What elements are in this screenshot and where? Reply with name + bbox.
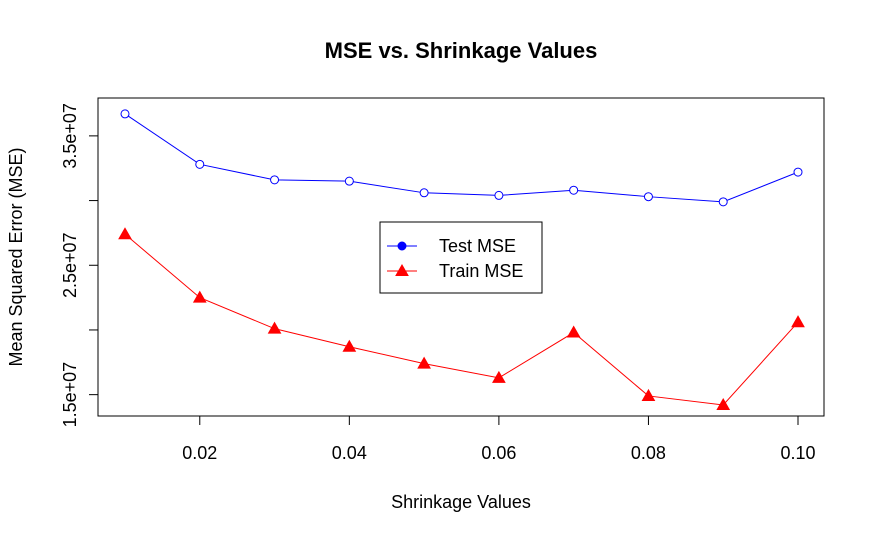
y-tick-label: 1.5e+07 <box>60 362 80 428</box>
y-tick-label: 2.5e+07 <box>60 232 80 298</box>
x-axis: 0.02 0.04 0.06 0.08 0.10 <box>182 415 816 463</box>
data-point-test-mse <box>270 175 280 185</box>
legend-marker <box>397 241 407 251</box>
y-axis: 1.5e+07 2.5e+07 3.5e+07 <box>60 103 99 428</box>
data-point-train-mse <box>267 321 282 334</box>
series-layer <box>118 109 805 410</box>
x-axis-label: Shrinkage Values <box>391 492 531 512</box>
data-point-train-mse <box>716 397 731 410</box>
data-point-test-mse <box>419 188 429 198</box>
series-line-test-mse <box>124 113 799 203</box>
data-point-train-mse <box>342 339 357 352</box>
series-train-mse <box>118 227 805 410</box>
legend-marker <box>395 263 409 276</box>
data-point-train-mse <box>492 370 506 383</box>
legend-label: Train MSE <box>439 261 523 281</box>
data-point-test-mse <box>494 190 504 200</box>
data-point-train-mse <box>791 315 805 328</box>
series-line-train-mse <box>124 233 799 406</box>
data-point-train-mse <box>417 356 431 369</box>
legend: Test MSE Train MSE <box>379 221 543 294</box>
data-point-test-mse <box>718 197 728 207</box>
data-point-test-mse <box>569 185 579 195</box>
data-point-test-mse <box>793 167 803 177</box>
data-point-test-mse <box>195 159 205 169</box>
x-tick-label: 0.02 <box>182 443 217 463</box>
legend-item-train-mse: Train MSE <box>387 261 523 281</box>
legend-label: Test MSE <box>439 236 516 256</box>
legend-box <box>379 221 543 294</box>
chart-title: MSE vs. Shrinkage Values <box>325 38 598 63</box>
legend-item-test-mse: Test MSE <box>387 236 516 256</box>
data-point-test-mse <box>344 176 354 186</box>
data-point-train-mse <box>192 290 207 303</box>
x-tick-label: 0.04 <box>332 443 367 463</box>
data-point-train-mse <box>118 227 132 240</box>
data-point-test-mse <box>120 109 130 119</box>
data-point-test-mse <box>643 192 653 202</box>
x-tick-label: 0.10 <box>780 443 815 463</box>
series-test-mse <box>120 109 803 207</box>
x-tick-label: 0.08 <box>631 443 666 463</box>
data-point-train-mse <box>566 325 581 338</box>
y-axis-label: Mean Squared Error (MSE) <box>6 147 26 366</box>
x-tick-label: 0.06 <box>481 443 516 463</box>
y-tick-label: 3.5e+07 <box>60 103 80 169</box>
data-point-train-mse <box>641 388 656 401</box>
